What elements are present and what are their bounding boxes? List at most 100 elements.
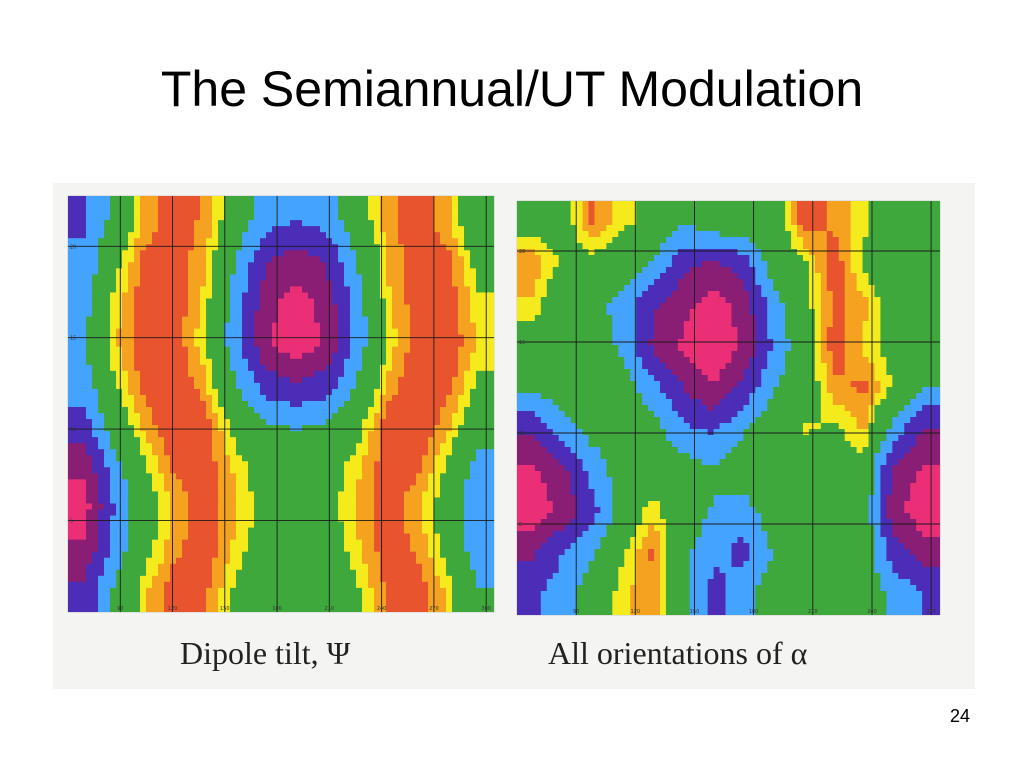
heatmap-cell — [464, 376, 471, 384]
heatmap-cell — [122, 208, 129, 215]
heatmap-cell — [146, 461, 153, 468]
heatmap-cell — [612, 201, 619, 208]
heatmap-cell — [422, 208, 429, 215]
heatmap-cell — [410, 340, 417, 348]
heatmap-cell — [278, 407, 285, 414]
heatmap-cell — [134, 413, 141, 420]
y-tick-label: 10 — [70, 427, 76, 433]
heatmap-cell — [254, 322, 261, 330]
heatmap-cell — [86, 328, 93, 336]
heatmap-cell — [128, 431, 135, 438]
heatmap-cell — [356, 346, 363, 354]
heatmap-cell — [152, 352, 159, 360]
heatmap-cell — [236, 394, 243, 402]
heatmap-cell — [434, 455, 441, 462]
heatmap-cell — [398, 599, 405, 607]
heatmap-cell — [296, 425, 303, 432]
heatmap-cell — [260, 521, 267, 529]
heatmap-cell — [320, 599, 327, 607]
heatmap-cell — [80, 533, 87, 541]
heatmap-cell — [242, 388, 249, 396]
heatmap-cell — [146, 557, 153, 565]
heatmap-cell — [284, 202, 291, 209]
heatmap-cell — [290, 310, 297, 318]
heatmap-cell — [248, 220, 255, 227]
heatmap-cell — [476, 599, 483, 607]
heatmap-cell — [392, 443, 399, 450]
heatmap-cell — [86, 497, 93, 505]
heatmap-cell — [272, 479, 279, 486]
heatmap-cell — [104, 244, 111, 251]
heatmap-cell — [410, 467, 417, 474]
heatmap-cell — [446, 533, 453, 541]
heatmap-cell — [272, 515, 279, 523]
heatmap-cell — [458, 413, 465, 420]
heatmap-cell — [482, 425, 489, 432]
heatmap-cell — [104, 551, 111, 559]
heatmap-cell — [242, 232, 249, 239]
heatmap-cell — [368, 346, 375, 354]
heatmap-cell — [296, 569, 303, 577]
heatmap-cell — [476, 497, 483, 505]
heatmap-cell — [254, 316, 261, 324]
heatmap-cell — [218, 232, 225, 239]
heatmap-cell — [140, 298, 147, 306]
heatmap-cell — [338, 491, 345, 499]
heatmap-cell — [98, 316, 105, 324]
heatmap-cell — [320, 437, 327, 444]
heatmap-cell — [140, 473, 147, 480]
heatmap-cell — [98, 238, 105, 245]
heatmap-cell — [488, 467, 494, 474]
heatmap-cell — [284, 280, 291, 288]
heatmap-cell — [332, 527, 339, 535]
x-tick-label: 210 — [325, 606, 335, 612]
heatmap-cell — [140, 328, 147, 336]
heatmap-cell — [464, 431, 471, 438]
heatmap-cell — [338, 569, 345, 577]
heatmap-cell — [350, 274, 357, 282]
heatmap-cell — [242, 419, 249, 426]
heatmap-cell — [242, 569, 249, 577]
heatmap-cell — [272, 358, 279, 366]
heatmap-cell — [248, 322, 255, 330]
heatmap-cell — [188, 400, 195, 408]
heatmap-cell — [464, 521, 471, 529]
heatmap-cell — [140, 407, 147, 414]
heatmap-cell — [434, 382, 441, 390]
heatmap-cell — [266, 521, 273, 529]
heatmap-cell — [218, 274, 225, 282]
heatmap-cell — [410, 437, 417, 444]
heatmap-cell — [350, 316, 357, 324]
heatmap-cell — [110, 587, 117, 595]
heatmap-cell — [284, 425, 291, 432]
heatmap-cell — [98, 413, 105, 420]
heatmap-cell — [134, 497, 141, 505]
heatmap-cell — [464, 467, 471, 474]
heatmap-cell — [284, 515, 291, 523]
heatmap-cell — [308, 539, 315, 547]
heatmap-cell — [374, 268, 381, 275]
heatmap-cell — [488, 244, 494, 251]
heatmap-cell — [254, 413, 261, 420]
heatmap-cell — [464, 455, 471, 462]
heatmap-cell — [350, 226, 357, 233]
heatmap-cell — [458, 238, 465, 245]
heatmap-cell — [302, 467, 309, 474]
heatmap-cell — [374, 286, 381, 294]
heatmap-cell — [476, 196, 483, 203]
heatmap-cell — [266, 503, 273, 511]
heatmap-cell — [779, 201, 786, 208]
heatmap-cell — [446, 509, 453, 517]
heatmap-cell — [152, 431, 159, 438]
heatmap-cell — [110, 431, 117, 438]
heatmap-cell — [134, 605, 141, 612]
heatmap-cell — [266, 358, 273, 366]
heatmap-cell — [380, 599, 387, 607]
heatmap-cell — [194, 545, 201, 553]
heatmap-cell — [194, 304, 201, 312]
heatmap-cell — [146, 587, 153, 595]
heatmap-cell — [152, 322, 159, 330]
heatmap-cell — [236, 370, 243, 378]
heatmap-cell — [320, 551, 327, 559]
heatmap-cell — [458, 316, 465, 324]
